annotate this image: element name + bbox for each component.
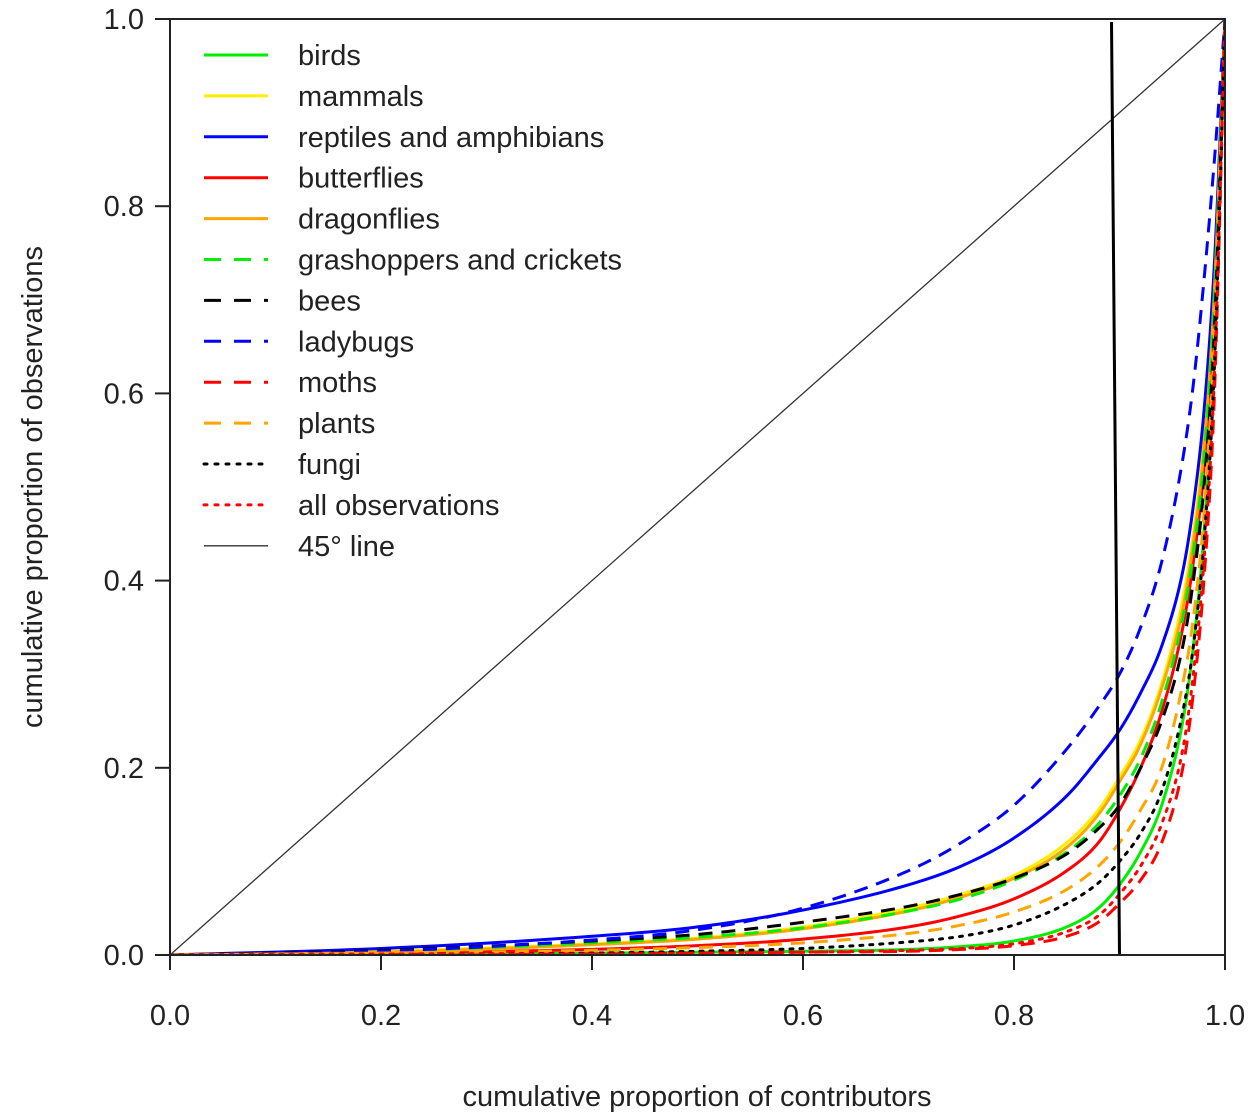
series-line-all-observations xyxy=(170,19,1225,955)
series-line-bees xyxy=(170,19,1225,955)
legend: birds mammals reptiles and amphibians butte… xyxy=(202,40,622,563)
legend-label: plants xyxy=(298,408,375,440)
series-line-plants xyxy=(170,19,1225,955)
y-tick-label: 0.8 xyxy=(104,191,144,223)
x-tick-label: 0.2 xyxy=(361,1000,401,1032)
legend-label: dragonflies xyxy=(298,204,440,236)
series-line-ladybugs xyxy=(170,19,1225,955)
legend-label: ladybugs xyxy=(298,326,414,358)
y-tick-label: 0.2 xyxy=(104,753,144,785)
y-tick-label: 0.6 xyxy=(104,378,144,410)
y-axis: 0.0 0.2 0.4 0.6 0.8 1.0 xyxy=(104,4,171,972)
legend-label: birds xyxy=(298,40,361,72)
y-tick-label: 0.4 xyxy=(104,566,144,598)
legend-label: grashoppers and crickets xyxy=(298,245,622,277)
legend-label: butterflies xyxy=(298,163,424,195)
x-axis: 0.0 0.2 0.4 0.6 0.8 1.0 xyxy=(150,954,1245,1032)
series-line-grashoppers-and-crickets xyxy=(170,19,1225,955)
legend-label: reptiles and amphibians xyxy=(298,122,604,154)
vertical-reference-line xyxy=(1110,21,1121,956)
y-axis-title: cumulative proportion of observations xyxy=(17,246,49,728)
legend-label: fungi xyxy=(298,449,361,481)
series-line-fungi xyxy=(170,19,1225,955)
x-axis-title: cumulative proportion of contributors xyxy=(462,1081,931,1113)
legend-label: mammals xyxy=(298,81,424,113)
series-line-reptiles-and-amphibians xyxy=(170,19,1225,955)
legend-label: bees xyxy=(298,285,361,317)
y-tick-label: 0.0 xyxy=(104,940,144,972)
x-tick-label: 1.0 xyxy=(1205,1000,1245,1032)
legend-label: all observations xyxy=(298,490,500,522)
legend-label: moths xyxy=(298,367,377,399)
y-tick-label: 1.0 xyxy=(104,4,144,36)
legend-label: 45° line xyxy=(298,531,395,563)
series-layer xyxy=(170,19,1225,955)
x-tick-label: 0.4 xyxy=(572,1000,612,1032)
x-tick-label: 0.8 xyxy=(994,1000,1034,1032)
x-tick-label: 0.6 xyxy=(783,1000,823,1032)
series-line-45-line xyxy=(170,19,1225,955)
x-tick-label: 0.0 xyxy=(150,1000,190,1032)
